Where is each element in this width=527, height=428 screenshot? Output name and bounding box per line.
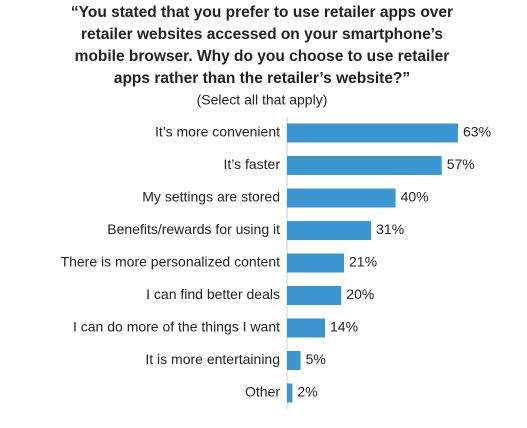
bar — [287, 253, 344, 273]
bar — [287, 156, 442, 175]
category-label: Benefits/rewards for using it — [107, 221, 280, 237]
category-label: Other — [245, 384, 280, 400]
bar — [287, 123, 458, 143]
category-label: I can find better deals — [146, 286, 280, 302]
bar — [287, 318, 325, 338]
value-label: 31% — [376, 221, 404, 237]
value-label: 2% — [297, 384, 317, 400]
chart-title: apps rather than the retailer’s website?… — [114, 70, 410, 87]
chart-subtitle: (Select all that apply) — [197, 92, 328, 108]
value-label: 21% — [349, 254, 377, 270]
category-label: It’s faster — [223, 156, 280, 172]
bar — [287, 351, 301, 370]
value-label: 20% — [346, 286, 374, 302]
value-label: 63% — [463, 124, 491, 140]
chart-title: “You stated that you prefer to use retai… — [71, 4, 453, 21]
value-label: 40% — [401, 189, 429, 205]
category-label: My settings are stored — [142, 189, 280, 205]
chart-title: retailer websites accessed on your smart… — [81, 26, 443, 43]
chart-title: mobile browser. Why do you choose to use… — [75, 48, 450, 65]
value-label: 5% — [306, 351, 326, 367]
bar — [287, 221, 372, 240]
bar — [287, 383, 293, 403]
category-label: It is more entertaining — [145, 351, 280, 367]
value-label: 14% — [330, 319, 358, 335]
value-label: 57% — [447, 156, 475, 172]
bar — [287, 286, 342, 305]
bar — [287, 188, 396, 208]
category-label: It’s more convenient — [155, 124, 280, 140]
category-label: There is more personalized content — [61, 254, 281, 270]
category-label: I can do more of the things I want — [73, 319, 280, 335]
